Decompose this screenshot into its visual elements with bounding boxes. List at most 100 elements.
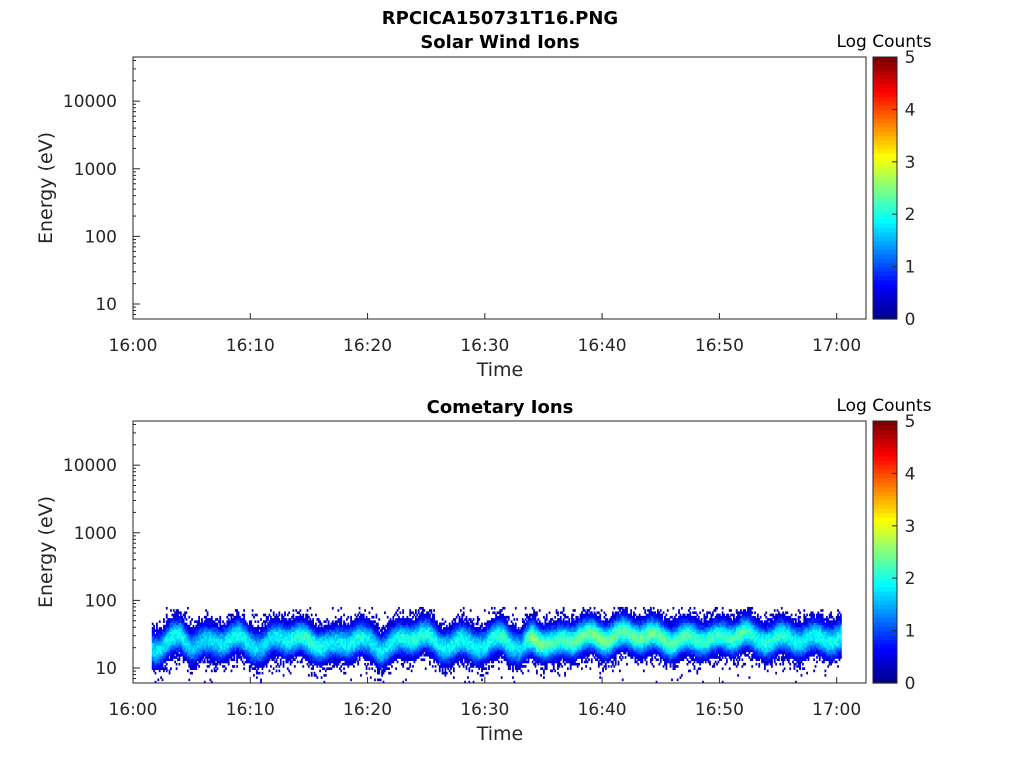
colorbar-segment xyxy=(873,79,897,84)
heatmap-cell xyxy=(442,618,444,621)
colorbar-segment xyxy=(873,245,897,250)
heatmap-cell xyxy=(155,672,157,675)
heatmap-cell xyxy=(284,611,286,614)
heatmap-cell xyxy=(411,670,413,673)
figure-title: RPCICA150731T16.PNG xyxy=(382,8,618,29)
x-axis-label: Time xyxy=(476,359,524,381)
heatmap-cell xyxy=(321,676,323,679)
heatmap-cell xyxy=(176,663,178,666)
heatmap-cell xyxy=(374,679,376,682)
heatmap-cell xyxy=(186,611,188,614)
heatmap-cell xyxy=(166,667,168,670)
y-tick-label: 10 xyxy=(95,295,117,315)
colorbar-segment xyxy=(873,140,897,145)
heatmap-cell xyxy=(340,607,342,610)
colorbar-tick-label: 2 xyxy=(905,205,916,225)
colorbar-segment xyxy=(873,302,897,307)
heatmap-cell xyxy=(368,667,370,670)
heatmap-cell xyxy=(176,667,178,670)
heatmap-cell xyxy=(412,665,414,668)
heatmap-cell xyxy=(430,609,432,612)
heatmap-cell xyxy=(343,614,345,617)
heatmap-cell xyxy=(399,611,401,614)
heatmap-cell xyxy=(429,661,431,664)
colorbar-segment xyxy=(873,61,897,66)
colorbar-tick-label: 3 xyxy=(905,153,916,173)
heatmap-cell xyxy=(250,620,252,623)
x-tick-label: 16:00 xyxy=(109,336,158,356)
heatmap-cell xyxy=(468,681,470,684)
heatmap-cell xyxy=(308,674,310,677)
heatmap-cell xyxy=(312,618,314,621)
heatmap-cell xyxy=(170,667,172,670)
heatmap-cell xyxy=(259,672,261,675)
heatmap-cell xyxy=(293,614,295,617)
heatmap-cell xyxy=(360,674,362,677)
heatmap-cell xyxy=(453,667,455,670)
colorbar-segment xyxy=(873,297,897,302)
colorbar-segment xyxy=(873,101,897,106)
colorbar-segment xyxy=(873,175,897,180)
heatmap-cell xyxy=(157,679,159,682)
heatmap-cell xyxy=(166,663,168,666)
colorbar-segment xyxy=(873,254,897,259)
heatmap-cell xyxy=(377,623,379,626)
heatmap-cell xyxy=(473,618,475,621)
heatmap-cell xyxy=(470,609,472,612)
heatmap-cell xyxy=(302,614,304,617)
heatmap-cell xyxy=(236,665,238,668)
colorbar-segment xyxy=(873,88,897,93)
heatmap-cell xyxy=(446,672,448,675)
heatmap-cell xyxy=(187,670,189,673)
heatmap-cell xyxy=(166,607,168,610)
heatmap-cell xyxy=(423,658,425,661)
colorbar-tick-label: 1 xyxy=(905,258,916,278)
heatmap-cell xyxy=(473,681,475,684)
heatmap-cell xyxy=(257,620,259,623)
heatmap-cell xyxy=(383,681,385,684)
heatmap-cell xyxy=(402,609,404,612)
heatmap-cell xyxy=(166,614,168,617)
heatmap-cell xyxy=(436,620,438,623)
heatmap-cell xyxy=(363,614,365,617)
colorbar-segment xyxy=(873,96,897,101)
colorbar-segment xyxy=(873,57,897,62)
colorbar-segment xyxy=(873,201,897,206)
heatmap-cell xyxy=(273,611,275,614)
x-tick-label: 17:00 xyxy=(812,336,861,356)
colorbar-segment xyxy=(873,205,897,210)
heatmap-cell xyxy=(243,614,245,617)
colorbar-segment xyxy=(873,219,897,224)
heatmap-cell xyxy=(260,618,262,621)
colorbar-label: Log Counts xyxy=(836,32,931,52)
heatmap-cell xyxy=(307,609,309,612)
heatmap-cell xyxy=(405,679,407,682)
heatmap-cell xyxy=(262,672,264,675)
colorbar-segment xyxy=(873,249,897,254)
colorbar-segment xyxy=(873,162,897,167)
heatmap-cell xyxy=(478,618,480,621)
heatmap-cell xyxy=(463,607,465,610)
heatmap-cell xyxy=(162,679,164,682)
heatmap-cell xyxy=(466,616,468,619)
heatmap-cell xyxy=(321,623,323,626)
heatmap-cell xyxy=(288,611,290,614)
heatmap-cell xyxy=(260,679,262,682)
heatmap-cell xyxy=(425,667,427,670)
heatmap-cell xyxy=(256,614,258,617)
colorbar-segment xyxy=(873,288,897,293)
heatmap-cell xyxy=(293,609,295,612)
heatmap-cell xyxy=(271,672,273,675)
colorbar-segment xyxy=(873,284,897,289)
colorbar-segment xyxy=(873,153,897,158)
colorbar-segment xyxy=(873,144,897,149)
heatmap-cell xyxy=(459,665,461,668)
colorbar-segment xyxy=(873,166,897,171)
heatmap-cell xyxy=(211,681,213,684)
heatmap-cell xyxy=(415,609,417,612)
colorbar-segment xyxy=(873,188,897,193)
colorbar-segment xyxy=(873,74,897,79)
